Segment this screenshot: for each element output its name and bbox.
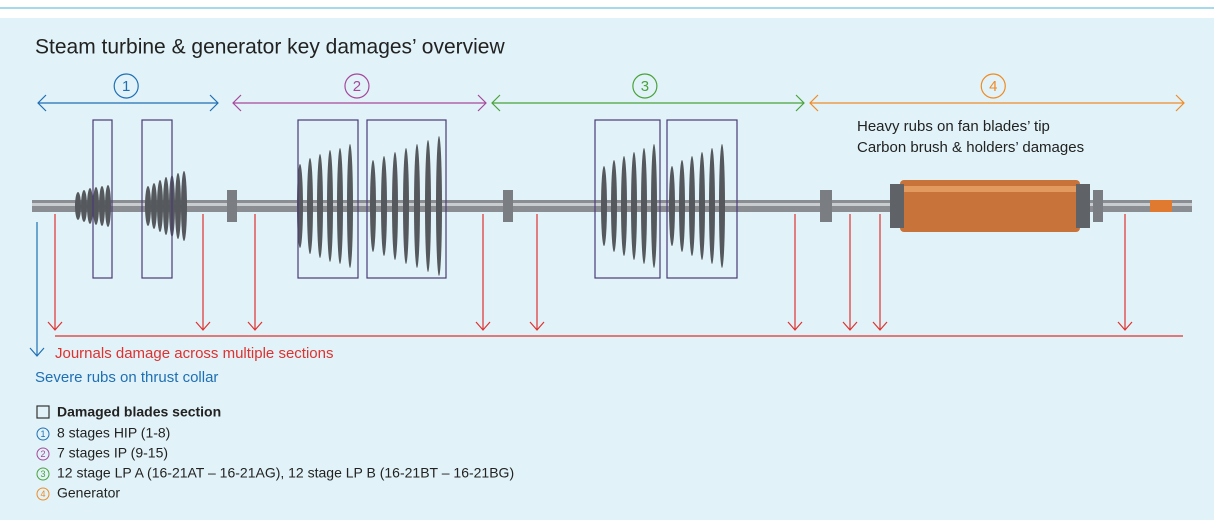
blade	[337, 148, 343, 264]
coupling	[503, 190, 513, 222]
blade	[381, 156, 387, 256]
blade	[145, 186, 151, 226]
generator-end	[1076, 184, 1090, 228]
blade	[307, 158, 313, 254]
legend-text: Generator	[57, 485, 120, 501]
blade	[611, 160, 617, 252]
blade	[436, 136, 442, 276]
journals-note: Journals damage across multiple sections	[55, 345, 333, 362]
section-number: 2	[353, 78, 361, 95]
diagram: Steam turbine & generator key damages’ o…	[0, 0, 1214, 520]
blade	[75, 192, 81, 220]
blade	[601, 166, 607, 246]
legend-text: 8 stages HIP (1-8)	[57, 425, 170, 441]
blade	[689, 156, 695, 256]
thrust-note: Severe rubs on thrust collar	[35, 369, 218, 386]
legend-number: 3	[40, 469, 45, 479]
generator-note: Heavy rubs on fan blades’ tip	[857, 118, 1050, 135]
blade	[317, 154, 323, 258]
panel	[0, 18, 1214, 520]
generator-highlight	[900, 186, 1080, 192]
blade	[709, 148, 715, 264]
blade	[105, 185, 111, 227]
blade	[157, 180, 163, 232]
coupling	[227, 190, 237, 222]
blade	[93, 187, 99, 225]
section-number: 3	[641, 78, 649, 95]
legend-number: 2	[40, 449, 45, 459]
blade	[181, 171, 187, 241]
blade	[651, 144, 657, 268]
blade	[99, 186, 105, 226]
generator-note: Carbon brush & holders’ damages	[857, 139, 1084, 156]
blade	[669, 166, 675, 246]
blade	[370, 160, 376, 252]
blade	[425, 140, 431, 272]
title: Steam turbine & generator key damages’ o…	[35, 36, 505, 59]
blade	[392, 152, 398, 260]
blade	[621, 156, 627, 256]
blade	[151, 183, 157, 229]
blade	[631, 152, 637, 260]
blade	[679, 160, 685, 252]
legend-text: 7 stages IP (9-15)	[57, 445, 168, 461]
coupling	[820, 190, 832, 222]
blade	[347, 144, 353, 268]
legend-number: 1	[40, 429, 45, 439]
blade	[414, 144, 420, 268]
blade	[163, 177, 169, 235]
blade	[327, 150, 333, 262]
coupling	[1093, 190, 1103, 222]
legend-number: 4	[40, 489, 45, 499]
blade	[87, 188, 93, 224]
exciter	[1150, 200, 1172, 212]
section-number: 1	[122, 78, 130, 95]
blade	[641, 148, 647, 264]
blade	[699, 152, 705, 260]
section-number: 4	[989, 78, 997, 95]
legend-title: Damaged blades section	[57, 404, 221, 420]
generator-end	[890, 184, 904, 228]
blade	[403, 148, 409, 264]
legend-text: 12 stage LP A (16-21AT – 16-21AG), 12 st…	[57, 465, 514, 481]
blade	[719, 144, 725, 268]
blade	[175, 173, 181, 239]
blade	[81, 190, 87, 222]
